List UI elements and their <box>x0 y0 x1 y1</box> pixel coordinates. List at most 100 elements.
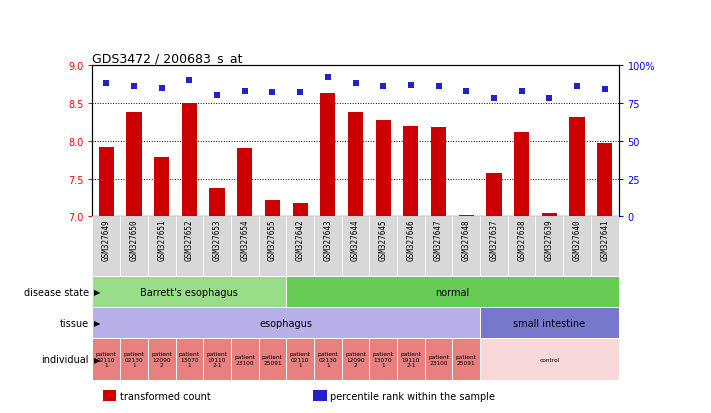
Text: percentile rank within the sample: percentile rank within the sample <box>330 391 496 401</box>
Text: GSM327647: GSM327647 <box>434 218 443 260</box>
Text: GSM327638: GSM327638 <box>517 218 526 260</box>
Bar <box>99 147 114 217</box>
Bar <box>127 113 141 217</box>
Point <box>294 90 306 97</box>
Text: patient
02130
1: patient 02130 1 <box>124 351 144 368</box>
Point <box>433 84 444 90</box>
Point <box>350 81 361 88</box>
Text: GSM327646: GSM327646 <box>407 218 415 260</box>
Bar <box>480 339 619 380</box>
Bar <box>424 217 452 277</box>
Bar <box>424 339 452 380</box>
Bar <box>459 215 474 217</box>
Bar <box>314 390 326 401</box>
Bar <box>120 217 148 277</box>
Bar <box>176 339 203 380</box>
Text: control: control <box>539 357 560 362</box>
Text: GSM327648: GSM327648 <box>461 218 471 260</box>
Bar <box>342 217 369 277</box>
Text: individual: individual <box>41 354 89 364</box>
Text: patient
12090
2: patient 12090 2 <box>345 351 366 368</box>
Text: GSM327652: GSM327652 <box>185 218 194 260</box>
Text: GSM327654: GSM327654 <box>240 218 250 260</box>
Bar <box>591 217 619 277</box>
Text: patient
02110
1: patient 02110 1 <box>96 351 117 368</box>
Text: disease state: disease state <box>23 287 89 297</box>
Bar <box>403 126 419 217</box>
Text: GDS3472 / 200683_s_at: GDS3472 / 200683_s_at <box>92 52 243 65</box>
Bar <box>480 217 508 277</box>
Bar <box>287 277 619 308</box>
Text: patient
23100: patient 23100 <box>235 354 255 365</box>
Bar <box>231 217 259 277</box>
Text: patient
12090
2: patient 12090 2 <box>151 351 172 368</box>
Bar <box>154 158 169 217</box>
Bar <box>92 277 287 308</box>
Bar <box>92 339 120 380</box>
Bar <box>259 339 287 380</box>
Bar <box>369 217 397 277</box>
Bar <box>486 174 501 217</box>
Bar <box>92 217 120 277</box>
Point <box>267 90 278 97</box>
Point <box>128 84 139 90</box>
Bar <box>182 104 197 217</box>
Text: GSM327653: GSM327653 <box>213 218 222 260</box>
Point <box>100 81 112 88</box>
Bar <box>92 308 480 339</box>
Bar <box>514 133 529 217</box>
Bar <box>237 149 252 217</box>
Text: tissue: tissue <box>60 318 89 328</box>
Bar <box>348 113 363 217</box>
Text: GSM327649: GSM327649 <box>102 218 111 260</box>
Text: esophagus: esophagus <box>260 318 313 328</box>
Point <box>211 93 223 100</box>
Text: GSM327643: GSM327643 <box>324 218 332 260</box>
Point <box>378 84 389 90</box>
Text: patient
13070
1: patient 13070 1 <box>373 351 394 368</box>
Point <box>322 75 333 81</box>
Text: normal: normal <box>435 287 469 297</box>
Bar <box>597 144 612 217</box>
Bar <box>292 203 308 217</box>
Bar <box>314 217 342 277</box>
Bar <box>369 339 397 380</box>
Text: GSM327637: GSM327637 <box>489 218 498 260</box>
Bar <box>535 217 563 277</box>
Point <box>156 85 167 92</box>
Point <box>488 96 500 102</box>
Bar <box>203 339 231 380</box>
Bar <box>375 121 391 217</box>
Point <box>544 96 555 102</box>
Bar <box>120 339 148 380</box>
Text: ▶: ▶ <box>94 319 100 328</box>
Bar <box>320 94 336 217</box>
Text: patient
25091: patient 25091 <box>456 354 476 365</box>
Bar <box>314 339 342 380</box>
Bar <box>287 339 314 380</box>
Text: small intestine: small intestine <box>513 318 585 328</box>
Text: GSM327645: GSM327645 <box>379 218 387 260</box>
Bar <box>148 339 176 380</box>
Bar <box>431 128 447 217</box>
Bar <box>231 339 259 380</box>
Point <box>461 88 472 95</box>
Bar <box>570 118 584 217</box>
Text: patient
25091: patient 25091 <box>262 354 283 365</box>
Bar <box>342 339 369 380</box>
Bar <box>210 188 225 217</box>
Bar <box>397 339 424 380</box>
Text: patient
02130
1: patient 02130 1 <box>317 351 338 368</box>
Point <box>239 88 250 95</box>
Text: GSM327651: GSM327651 <box>157 218 166 260</box>
Text: GSM327641: GSM327641 <box>600 218 609 260</box>
Point <box>405 82 417 89</box>
Text: patient
23100: patient 23100 <box>428 354 449 365</box>
Bar <box>287 217 314 277</box>
Text: GSM327644: GSM327644 <box>351 218 360 260</box>
Bar <box>452 339 480 380</box>
Text: GSM327655: GSM327655 <box>268 218 277 260</box>
Text: patient
19110
2-1: patient 19110 2-1 <box>207 351 228 368</box>
Text: GSM327642: GSM327642 <box>296 218 304 260</box>
Text: GSM327639: GSM327639 <box>545 218 554 260</box>
